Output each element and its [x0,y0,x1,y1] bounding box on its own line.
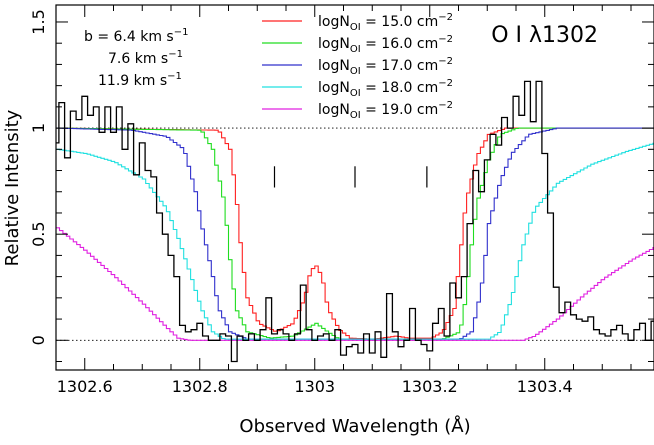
y-tick-labels: 0 0.5 1 1.5 [29,9,48,345]
legend-label: logNOI = 15.0 cm−2 [318,12,453,33]
x-tick-label: 1303 [294,377,335,396]
b-value-label: 7.6 km s−1 [108,49,183,67]
x-tick-label: 1302.8 [172,377,228,396]
legend-label: logNOI = 17.0 cm−2 [318,56,453,77]
series-line-4 [56,227,654,341]
legend-label: logNOI = 19.0 cm−2 [318,100,453,121]
b-value-annotations: b = 6.4 km s−1 7.6 km s−1 11.9 km s−1 [84,27,188,89]
legend-label: logNOI = 16.0 cm−2 [318,34,453,55]
y-tick-label: 0 [29,335,48,345]
plot-frame [55,4,654,371]
x-tick-label: 1303.2 [402,377,458,396]
y-tick-label: 1.5 [29,9,48,34]
b-value-label: 11.9 km s−1 [98,71,182,89]
y-axis-label: Relative Intensity [2,109,23,266]
y-tick-label: 0.5 [29,221,48,246]
chart-title: O I λ1302 [491,23,598,48]
x-tick-labels: 1302.6 1302.8 1303 1303.2 1303.4 [57,377,573,396]
series-line-5 [56,80,654,363]
b-value-label: b = 6.4 km s−1 [84,27,188,45]
series-line-3 [56,142,654,340]
x-tick-label: 1303.4 [517,377,573,396]
y-tick-label: 1 [29,123,48,133]
x-axis-label: Observed Wavelength (Å) [239,415,470,437]
series-line-1 [56,127,654,340]
x-tick-label: 1302.6 [57,377,113,396]
axis-ticks [55,5,654,370]
legend-label: logNOI = 18.0 cm−2 [318,78,453,99]
